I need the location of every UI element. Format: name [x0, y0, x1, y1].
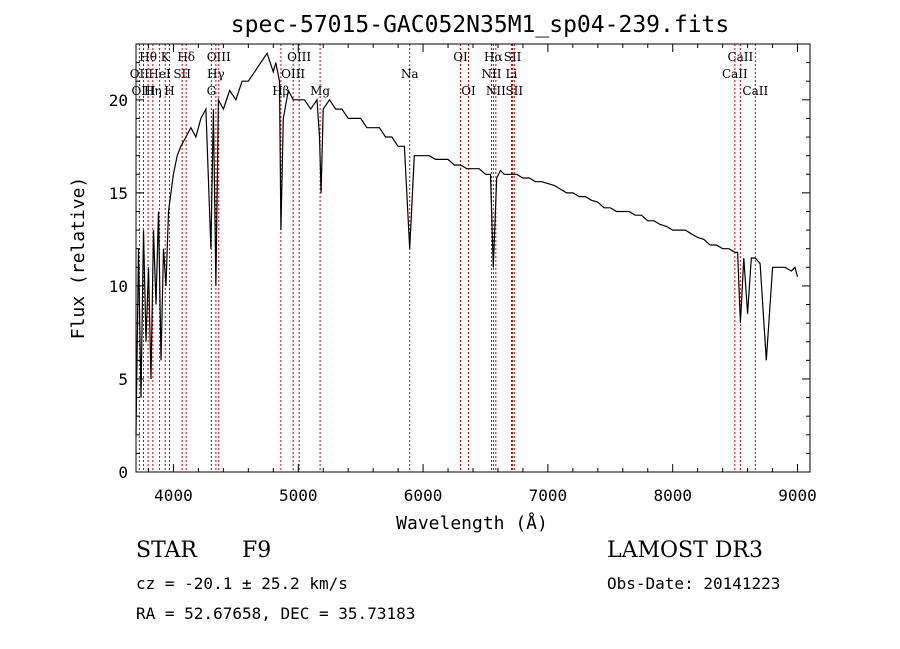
line-label-23: Li	[506, 67, 518, 81]
object-subclass: F9	[242, 538, 272, 563]
x-tick-label: 6000	[404, 486, 443, 505]
line-label-25: CaII	[727, 50, 753, 64]
line-labels: Hθ OII OIII K HeI Hη Hδ SII H OIII Hγ G OIII OIII Hβ Mg…	[130, 50, 769, 98]
x-tick-label: 7000	[529, 486, 568, 505]
line-label-5: Hη	[144, 84, 162, 98]
chart-title: spec-57015-GAC052N35M1_sp04-239.fits	[231, 12, 730, 38]
line-label-12: OIII	[287, 50, 311, 64]
line-label-0: Hθ	[139, 50, 157, 64]
line-label-3: K	[161, 50, 171, 64]
y-tick-label: 0	[118, 463, 128, 482]
spectrum-line	[135, 51, 799, 435]
line-label-16: Na	[401, 67, 419, 81]
y-axis-label: Flux (relative)	[68, 177, 89, 340]
x-tick-label: 8000	[653, 486, 692, 505]
line-label-24: SII	[505, 84, 523, 98]
spectrum-series	[135, 51, 799, 435]
axis-ticks: 4000 5000 6000 7000 8000 9000 0 5 10 15 20	[109, 44, 817, 505]
line-label-17: OI	[453, 50, 468, 64]
line-label-13: OIII	[281, 67, 305, 81]
y-tick-label: 10	[109, 277, 128, 296]
line-label-26: CaII	[722, 67, 748, 81]
object-class: STAR	[136, 538, 197, 563]
y-tick-label: 20	[109, 91, 128, 110]
y-tick-label: 15	[109, 184, 128, 203]
line-label-1: OII	[130, 67, 150, 81]
line-label-6: Hδ	[177, 50, 195, 64]
x-tick-label: 9000	[778, 486, 817, 505]
plot-frame	[135, 43, 811, 473]
line-label-4: HeI	[148, 67, 171, 81]
line-label-15: Mg	[310, 84, 330, 98]
line-label-27: CaII	[742, 84, 768, 98]
redshift-cz: cz = -20.1 ± 25.2 km/s	[136, 574, 348, 593]
line-label-22: SII	[504, 50, 522, 64]
line-label-14: Hβ	[272, 84, 289, 98]
line-label-7: SII	[173, 67, 191, 81]
coordinates: RA = 52.67658, DEC = 35.73183	[136, 604, 416, 623]
line-label-8: H	[164, 84, 174, 98]
y-tick-label: 5	[118, 370, 128, 389]
x-tick-label: 5000	[279, 486, 318, 505]
x-tick-label: 4000	[154, 486, 193, 505]
line-label-20: NII	[481, 67, 501, 81]
line-label-21: NII	[486, 84, 506, 98]
line-label-19: Hα	[484, 50, 503, 64]
line-label-9: OIII	[207, 50, 231, 64]
survey-name: LAMOST DR3	[607, 538, 763, 563]
line-label-2: OIII	[131, 84, 155, 98]
line-label-11: G	[207, 84, 217, 98]
line-label-18: OI	[461, 84, 476, 98]
line-markers	[138, 44, 756, 472]
obs-date: Obs-Date: 20141223	[607, 574, 781, 593]
line-label-10: Hγ	[207, 67, 225, 81]
x-axis-label: Wavelength (Å)	[396, 512, 548, 534]
